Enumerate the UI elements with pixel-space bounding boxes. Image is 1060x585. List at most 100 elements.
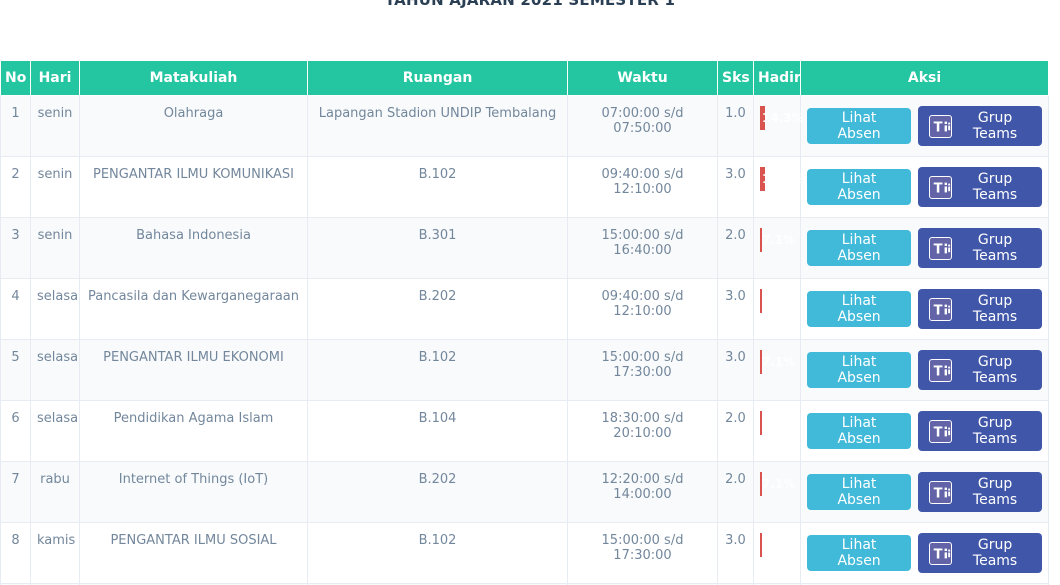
- lihat-absen-button[interactable]: Lihat Absen: [807, 169, 912, 205]
- schedule-table-body: 1 senin Olahraga Lapangan Stadion UNDIP …: [0, 95, 1049, 585]
- attendance-progress-bar: [760, 472, 763, 496]
- lihat-absen-button[interactable]: Lihat Absen: [807, 413, 912, 449]
- cell-matakuliah: Pancasila dan Kewarganegaraan: [79, 278, 308, 340]
- cell-ruangan: Lapangan Stadion UNDIP Tembalang: [307, 95, 568, 157]
- lihat-absen-button[interactable]: Lihat Absen: [807, 535, 912, 571]
- attendance-progress: 7.1%: [760, 533, 795, 557]
- cell-sks: 2.0: [717, 461, 754, 523]
- col-header-ruangan: Ruangan: [307, 60, 568, 96]
- page-title: TAHUN AJARAN 2021 SEMESTER 1: [384, 0, 676, 9]
- cell-no: 5: [0, 339, 31, 401]
- grup-teams-button[interactable]: T Grup Teams: [918, 106, 1042, 146]
- cell-hadir: 7.1%: [753, 400, 801, 462]
- action-buttons: Lihat Absen T Grup Teams: [807, 167, 1042, 207]
- grup-teams-label: Grup Teams: [972, 354, 1018, 386]
- attendance-percent: 7.1%: [762, 477, 796, 491]
- col-header-sks: Sks: [717, 60, 754, 96]
- lihat-absen-button[interactable]: Lihat Absen: [807, 352, 912, 388]
- grup-teams-button[interactable]: T Grup Teams: [918, 472, 1042, 512]
- cell-sks: 3.0: [717, 522, 754, 584]
- attendance-progress: 7.1%: [760, 289, 796, 313]
- cell-waktu: 09:40:00 s/d 12:10:00: [567, 278, 718, 340]
- cell-aksi: Lihat Absen T Grup Teams: [800, 522, 1049, 584]
- svg-text:T: T: [934, 425, 943, 440]
- cell-no: 6: [0, 400, 31, 462]
- cell-waktu: 07:00:00 s/d 07:50:00: [567, 95, 718, 157]
- cell-sks: 2.0: [717, 400, 754, 462]
- attendance-percent: 7.1%: [762, 294, 796, 308]
- grup-teams-button[interactable]: T Grup Teams: [918, 289, 1042, 329]
- cell-matakuliah: Bahasa Indonesia: [79, 217, 308, 279]
- grup-teams-button[interactable]: T Grup Teams: [918, 533, 1042, 573]
- cell-matakuliah: PENGANTAR ILMU EKONOMI: [79, 339, 308, 401]
- lihat-absen-button[interactable]: Lihat Absen: [807, 291, 912, 327]
- action-buttons: Lihat Absen T Grup Teams: [807, 106, 1042, 146]
- table-row: 5 selasa PENGANTAR ILMU EKONOMI B.102 15…: [0, 339, 1049, 401]
- cell-hadir: 14.3%: [753, 156, 804, 218]
- cell-ruangan: B.104: [307, 400, 568, 462]
- action-buttons: Lihat Absen T Grup Teams: [807, 289, 1042, 329]
- attendance-percent: 7.1%: [762, 416, 796, 430]
- cell-matakuliah: Internet of Things (IoT): [79, 461, 308, 523]
- cell-ruangan: B.202: [307, 278, 568, 340]
- grup-teams-label: Grup Teams: [972, 232, 1018, 264]
- cell-hari: rabu: [30, 461, 80, 523]
- grup-teams-button[interactable]: T Grup Teams: [918, 167, 1042, 207]
- cell-waktu: 15:00:00 s/d 17:30:00: [567, 522, 718, 584]
- cell-no: 8: [0, 522, 31, 584]
- cell-matakuliah: Pendidikan Agama Islam: [79, 400, 308, 462]
- cell-ruangan: B.102: [307, 156, 568, 218]
- svg-text:T: T: [934, 486, 943, 501]
- lihat-absen-button[interactable]: Lihat Absen: [807, 230, 912, 266]
- attendance-progress-bar: [760, 228, 763, 252]
- header-row: No Hari Matakuliah Ruangan Waktu Sks Had…: [0, 60, 1049, 96]
- cell-hari: selasa: [30, 278, 80, 340]
- teams-icon: T: [929, 297, 953, 321]
- grup-teams-label: Grup Teams: [972, 293, 1018, 325]
- teams-icon: T: [929, 480, 953, 504]
- col-header-hari: Hari: [30, 60, 80, 96]
- grup-teams-button[interactable]: T Grup Teams: [918, 350, 1042, 390]
- attendance-progress-bar: [760, 533, 763, 557]
- action-buttons: Lihat Absen T Grup Teams: [807, 411, 1042, 451]
- lihat-absen-button[interactable]: Lihat Absen: [807, 474, 912, 510]
- cell-aksi: Lihat Absen T Grup Teams: [800, 339, 1049, 401]
- teams-icon: T: [929, 114, 953, 138]
- cell-ruangan: B.102: [307, 339, 568, 401]
- cell-aksi: Lihat Absen T Grup Teams: [800, 95, 1049, 157]
- title-wrap: TAHUN AJARAN 2021 SEMESTER 1: [0, 0, 1060, 10]
- table-row: 4 selasa Pancasila dan Kewarganegaraan B…: [0, 278, 1049, 340]
- table-row: 7 rabu Internet of Things (IoT) B.202 12…: [0, 461, 1049, 523]
- cell-waktu: 15:00:00 s/d 16:40:00: [567, 217, 718, 279]
- table-row: 2 senin PENGANTAR ILMU KOMUNIKASI B.102 …: [0, 156, 1049, 218]
- grup-teams-button[interactable]: T Grup Teams: [918, 228, 1042, 268]
- cell-hadir: 7.1%: [753, 461, 801, 523]
- cell-matakuliah: PENGANTAR ILMU KOMUNIKASI: [79, 156, 308, 218]
- cell-hadir: 7.1%: [753, 522, 801, 584]
- cell-waktu: 15:00:00 s/d 17:30:00: [567, 339, 718, 401]
- cell-ruangan: B.301: [307, 217, 568, 279]
- cell-aksi: Lihat Absen T Grup Teams: [800, 461, 1049, 523]
- lihat-absen-button[interactable]: Lihat Absen: [807, 108, 912, 144]
- cell-aksi: Lihat Absen T Grup Teams: [800, 156, 1049, 218]
- cell-hari: selasa: [30, 339, 80, 401]
- action-buttons: Lihat Absen T Grup Teams: [807, 228, 1042, 268]
- cell-matakuliah: PENGANTAR ILMU SOSIAL: [79, 522, 308, 584]
- svg-text:T: T: [934, 242, 943, 257]
- attendance-progress: 7.1%: [760, 472, 796, 496]
- teams-icon: T: [929, 175, 953, 199]
- cell-hari: senin: [30, 95, 80, 157]
- attendance-percent: 7.1%: [762, 355, 796, 369]
- cell-aksi: Lihat Absen T Grup Teams: [800, 217, 1049, 279]
- grup-teams-button[interactable]: T Grup Teams: [918, 411, 1042, 451]
- attendance-progress-bar: [760, 167, 765, 191]
- cell-sks: 3.0: [717, 156, 754, 218]
- attendance-percent: 7.1%: [762, 233, 796, 247]
- cell-no: 3: [0, 217, 31, 279]
- cell-aksi: Lihat Absen: [800, 583, 1049, 585]
- grup-teams-label: Grup Teams: [972, 171, 1018, 203]
- teams-icon: T: [929, 358, 953, 382]
- cell-sks: 1.0: [717, 95, 754, 157]
- table-row: 9 jumat Bahasa Inggris B.202 15:00:00 s/…: [0, 583, 1049, 585]
